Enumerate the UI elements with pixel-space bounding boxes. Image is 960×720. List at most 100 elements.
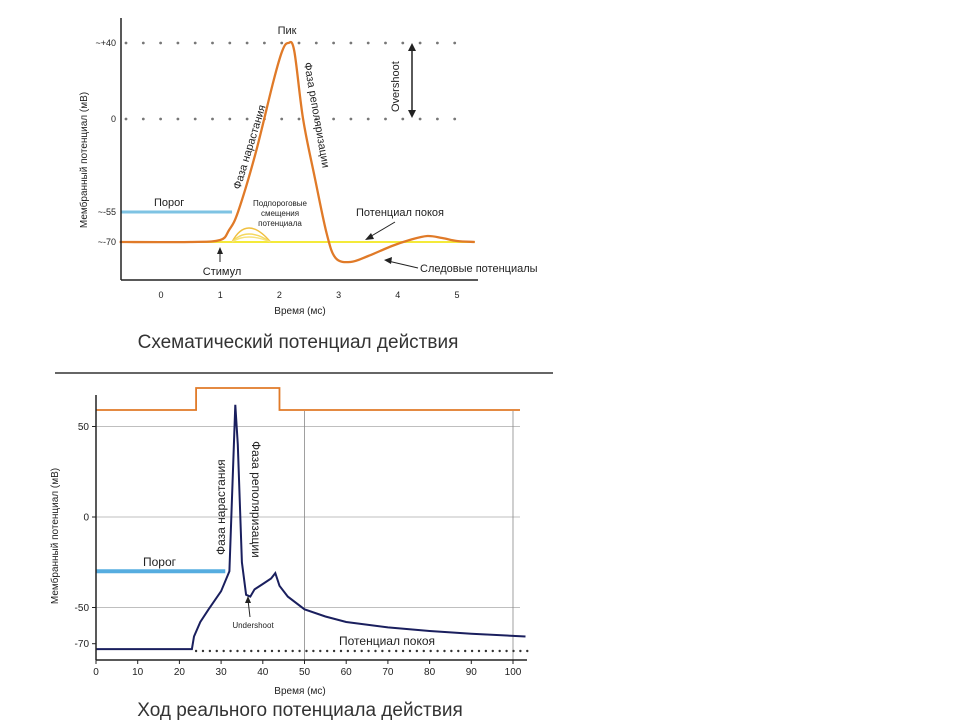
top-after-potentials-label: Следовые потенциалы bbox=[420, 263, 538, 275]
top-stimulus-arrow bbox=[217, 247, 223, 262]
resting-dot bbox=[422, 649, 425, 653]
resting-dot bbox=[457, 649, 460, 653]
bottom-y-tick-label: -70 bbox=[75, 639, 90, 650]
top-x-tick-label: 4 bbox=[395, 290, 400, 300]
grid-dot bbox=[349, 41, 353, 45]
resting-dot bbox=[367, 649, 370, 653]
top-threshold-label: Порог bbox=[154, 197, 184, 209]
resting-dot bbox=[484, 649, 488, 653]
bottom-grid bbox=[96, 411, 520, 660]
bottom-x-tick-label: 70 bbox=[382, 667, 394, 678]
top-y-axis-label: Мембранный потенциал (мВ) bbox=[78, 92, 90, 228]
resting-dot bbox=[415, 649, 419, 653]
bottom-undershoot-label: Undershoot bbox=[232, 621, 274, 630]
top-overshoot-arrow bbox=[408, 43, 416, 118]
grid-dot bbox=[124, 117, 128, 121]
bottom-x-tick-label: 40 bbox=[257, 667, 269, 678]
resting-dot bbox=[208, 649, 212, 653]
resting-dot bbox=[298, 649, 301, 653]
top-resting-label: Потенциал покоя bbox=[356, 207, 444, 219]
grid-dot bbox=[401, 117, 405, 121]
resting-dot bbox=[250, 649, 253, 653]
top-peak-label: Пик bbox=[278, 25, 297, 37]
resting-dot bbox=[388, 649, 391, 653]
resting-dot bbox=[505, 649, 508, 653]
bottom-y-tick-label: -50 bbox=[75, 603, 90, 614]
bottom-x-tick-label: 80 bbox=[424, 667, 436, 678]
resting-dot bbox=[256, 649, 260, 653]
bottom-y-tick-label: 50 bbox=[78, 422, 90, 433]
resting-dot bbox=[526, 649, 529, 653]
top-overshoot-label: Overshoot bbox=[390, 61, 402, 112]
grid-dot bbox=[332, 41, 335, 45]
resting-dot bbox=[346, 649, 350, 653]
bottom-repolarization-label: Фаза реполяризации bbox=[249, 441, 263, 558]
resting-dot bbox=[194, 649, 198, 653]
top-after-arrow bbox=[384, 257, 419, 269]
grid-dot bbox=[366, 117, 370, 121]
grid-dot bbox=[228, 41, 232, 45]
bottom-x-tick-label: 100 bbox=[505, 667, 522, 678]
top-x-tick-label: 0 bbox=[158, 290, 163, 300]
resting-dot bbox=[305, 649, 308, 653]
grid-dot bbox=[314, 117, 318, 121]
grid-dot bbox=[280, 117, 284, 121]
top-y-tick-label: ~-70 bbox=[98, 237, 116, 247]
grid-dot bbox=[384, 117, 387, 121]
resting-dot bbox=[381, 649, 384, 653]
top-x-tick-label: 5 bbox=[454, 290, 459, 300]
subthreshold-bump bbox=[231, 227, 272, 243]
resting-dot bbox=[353, 649, 356, 653]
bottom-y-axis-label: Мембранный потенциал (мВ) bbox=[49, 468, 61, 604]
resting-dot bbox=[519, 649, 522, 653]
grid-dot bbox=[228, 117, 232, 121]
bottom-y-ticks: 50 0 -50 -70 bbox=[75, 422, 96, 650]
grid-dot bbox=[141, 41, 145, 45]
top-x-ticks: 0 1 2 3 4 5 bbox=[158, 290, 459, 300]
grid-dot bbox=[176, 117, 180, 121]
grid-dot bbox=[280, 41, 284, 45]
resting-dot bbox=[270, 649, 274, 653]
bottom-x-tick-label: 50 bbox=[299, 667, 311, 678]
grid-dot bbox=[211, 41, 214, 45]
resting-dot bbox=[498, 649, 501, 653]
bottom-resting-label: Потенциал покоя bbox=[339, 634, 435, 648]
resting-dot bbox=[291, 649, 294, 653]
top-repolarization-label: Фаза реполяризации bbox=[301, 61, 331, 168]
top-chart: 0 1 2 3 4 5 ~+40 0 ~-55 ~-70 Время (мс) Мембранн… bbox=[78, 18, 538, 353]
grid-dot bbox=[436, 41, 439, 45]
resting-dot bbox=[450, 649, 453, 653]
top-y-tick-label: ~-55 bbox=[98, 207, 116, 217]
resting-dot bbox=[374, 649, 377, 653]
grid-dot bbox=[176, 41, 180, 45]
bottom-x-tick-label: 90 bbox=[466, 667, 478, 678]
resting-dot bbox=[229, 649, 232, 653]
grid-dot bbox=[159, 117, 163, 121]
grid-dot bbox=[245, 41, 249, 45]
resting-dot bbox=[394, 649, 398, 653]
resting-dot bbox=[512, 649, 515, 653]
bottom-y-tick-label: 0 bbox=[83, 513, 89, 524]
grid-dot bbox=[297, 41, 301, 45]
grid-dot bbox=[245, 117, 249, 121]
top-y-tick-label: ~+40 bbox=[95, 38, 116, 48]
bottom-rising-label: Фаза нарастания bbox=[214, 459, 228, 555]
bottom-undershoot-arrow bbox=[245, 596, 251, 618]
top-rising-label: Фаза нарастания bbox=[231, 103, 268, 190]
bottom-x-ticks: 0 10 20 30 40 50 60 70 80 90 100 bbox=[93, 660, 522, 678]
resting-dot bbox=[443, 649, 446, 653]
bottom-chart-caption: Ход реального потенциала действия bbox=[137, 700, 463, 720]
grid-dot bbox=[141, 117, 145, 121]
resting-dot bbox=[284, 649, 287, 653]
grid-dot bbox=[193, 117, 197, 121]
resting-dot bbox=[429, 649, 432, 653]
grid-dot bbox=[124, 41, 128, 45]
top-action-potential-line bbox=[119, 40, 475, 264]
bottom-x-tick-label: 30 bbox=[216, 667, 228, 678]
grid-dot bbox=[401, 41, 405, 45]
resting-dot bbox=[360, 649, 363, 653]
grid-dot bbox=[418, 41, 422, 45]
grid-dot bbox=[384, 41, 387, 45]
top-chart-caption: Схематический потенциал действия bbox=[138, 332, 459, 353]
bottom-x-axis-label: Время (мс) bbox=[274, 686, 325, 697]
